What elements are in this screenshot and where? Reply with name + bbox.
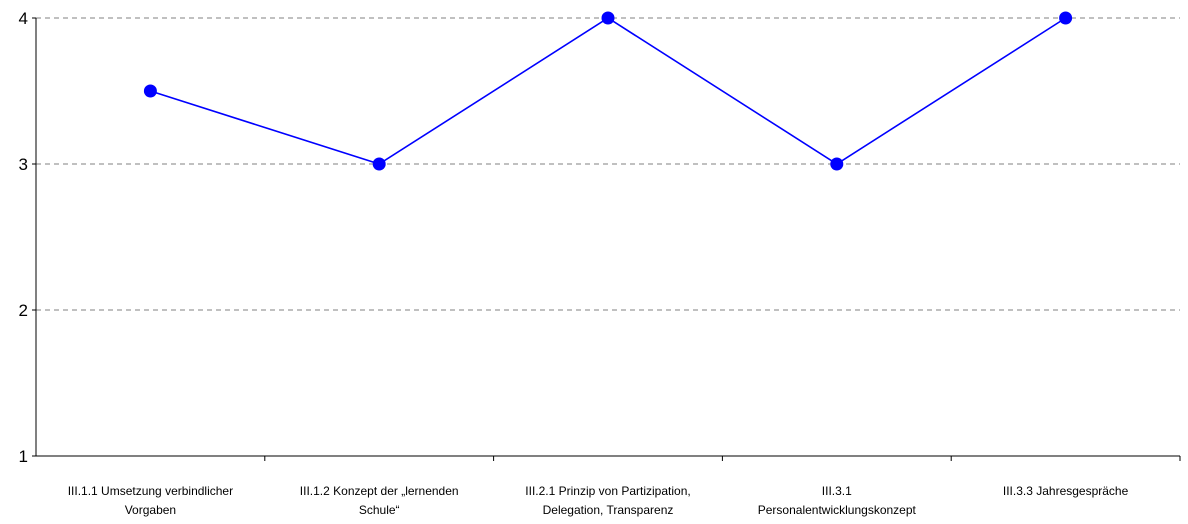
label-layer: 1 2 3 4 III.1.1 Umsetzung verbindlicher Vorga…	[19, 9, 1129, 517]
y-tick-label-2: 2	[19, 301, 28, 320]
x-tick-label-2-line-2: Schule“	[359, 503, 400, 517]
x-tick-label-4: III.3.1 Personalentwicklungskonzept	[758, 484, 917, 517]
x-tick-label-3-line-2: Delegation, Transparenz	[543, 503, 674, 517]
x-tick-label-2: III.1.2 Konzept der „lernenden Schule“	[300, 484, 459, 517]
series-1-point-1	[143, 84, 157, 98]
x-tick-label-3-line-1: III.2.1 Prinzip von Partizipation,	[525, 484, 690, 498]
x-tick-label-4-line-2: Personalentwicklungskonzept	[758, 503, 917, 517]
series-layer	[143, 11, 1073, 171]
series-1-point-4	[830, 157, 844, 171]
y-tick-label-1: 1	[19, 447, 28, 466]
y-tick-label-3: 3	[19, 155, 28, 174]
x-tick-label-1-line-2: Vorgaben	[125, 503, 176, 517]
series-1-point-2	[372, 157, 386, 171]
series-1-line	[150, 17, 1067, 165]
y-tick-label-4: 4	[19, 9, 28, 28]
axis-layer	[32, 17, 1181, 461]
x-tick-label-4-line-1: III.3.1	[822, 484, 852, 498]
grid-layer	[36, 17, 1180, 311]
x-tick-label-5-line-1: III.3.3 Jahresgespräche	[1003, 484, 1129, 498]
x-tick-label-1: III.1.1 Umsetzung verbindlicher Vorgaben	[68, 484, 233, 517]
series-1-point-5	[1059, 11, 1073, 25]
series-1-point-3	[601, 11, 615, 25]
x-tick-label-3: III.2.1 Prinzip von Partizipation, Delega…	[525, 484, 690, 517]
x-tick-label-2-line-1: III.1.2 Konzept der „lernenden	[300, 484, 459, 498]
x-tick-label-5: III.3.3 Jahresgespräche	[1003, 484, 1129, 498]
x-tick-label-1-line-1: III.1.1 Umsetzung verbindlicher	[68, 484, 233, 498]
